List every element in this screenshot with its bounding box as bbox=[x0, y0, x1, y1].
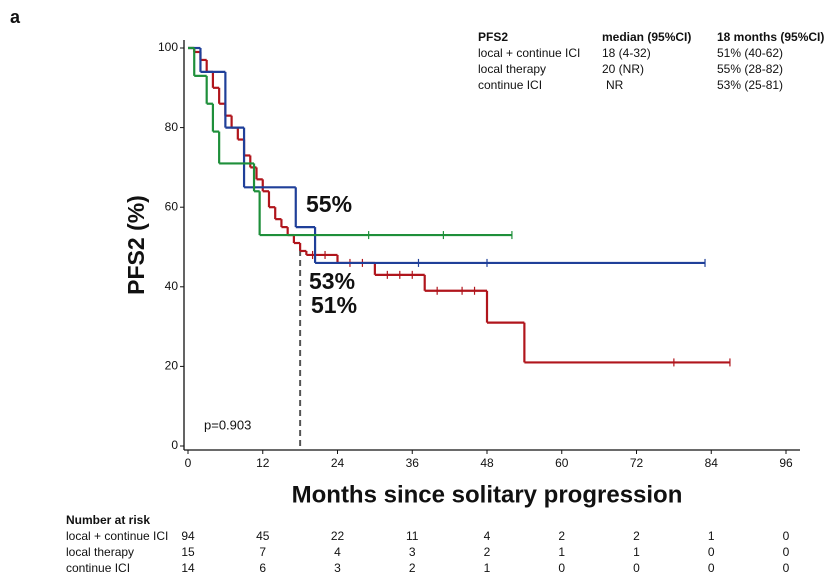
risk-count: 94 bbox=[181, 529, 195, 543]
risk-row-name: local + continue ICI bbox=[66, 529, 168, 543]
risk-table-title: Number at risk bbox=[66, 513, 150, 527]
y-tick-label: 100 bbox=[158, 40, 178, 54]
risk-count: 0 bbox=[783, 561, 790, 575]
risk-count: 1 bbox=[484, 561, 491, 575]
risk-count: 6 bbox=[259, 561, 266, 575]
summary-cell: local therapy bbox=[478, 62, 546, 76]
risk-count: 14 bbox=[181, 561, 195, 575]
x-tick-label: 72 bbox=[630, 456, 644, 470]
risk-count: 0 bbox=[783, 529, 790, 543]
y-tick-label: 80 bbox=[165, 120, 179, 134]
x-tick-label: 60 bbox=[555, 456, 569, 470]
summary-header: 18 months (95%CI) bbox=[717, 30, 824, 44]
risk-count: 11 bbox=[406, 529, 419, 543]
summary-cell: 55% (28-82) bbox=[717, 62, 783, 76]
summary-cell: 18 (4-32) bbox=[602, 46, 651, 60]
summary-cell: 53% (25-81) bbox=[717, 78, 783, 92]
risk-count: 1 bbox=[633, 545, 640, 559]
risk-count: 7 bbox=[259, 545, 266, 559]
risk-count: 3 bbox=[334, 561, 341, 575]
x-tick-label: 12 bbox=[256, 456, 270, 470]
p-value: p=0.903 bbox=[204, 417, 251, 432]
y-axis-label: PFS2 (%) bbox=[123, 195, 149, 295]
panel-label: a bbox=[10, 7, 21, 27]
summary-header: PFS2 bbox=[478, 30, 508, 44]
risk-count: 0 bbox=[708, 545, 715, 559]
annotation: 51% bbox=[311, 292, 357, 318]
risk-count: 1 bbox=[708, 529, 715, 543]
risk-count: 2 bbox=[484, 545, 491, 559]
x-tick-label: 36 bbox=[406, 456, 420, 470]
risk-count: 0 bbox=[783, 545, 790, 559]
annotation: 55% bbox=[306, 191, 352, 217]
risk-count: 0 bbox=[708, 561, 715, 575]
summary-cell: continue ICI bbox=[478, 78, 542, 92]
risk-count: 15 bbox=[181, 545, 195, 559]
risk-count: 45 bbox=[256, 529, 270, 543]
risk-count: 2 bbox=[633, 529, 640, 543]
y-tick-label: 20 bbox=[165, 359, 179, 373]
risk-count: 0 bbox=[558, 561, 565, 575]
x-tick-label: 24 bbox=[331, 456, 345, 470]
x-tick-label: 0 bbox=[185, 456, 192, 470]
risk-count: 22 bbox=[331, 529, 345, 543]
risk-row-name: local therapy bbox=[66, 545, 134, 559]
summary-cell: local + continue ICI bbox=[478, 46, 580, 60]
x-tick-label: 48 bbox=[480, 456, 494, 470]
risk-row-name: continue ICI bbox=[66, 561, 130, 575]
risk-count: 1 bbox=[558, 545, 565, 559]
x-tick-label: 84 bbox=[705, 456, 719, 470]
y-tick-label: 0 bbox=[171, 438, 178, 452]
summary-cell: 51% (40-62) bbox=[717, 46, 783, 60]
risk-count: 0 bbox=[633, 561, 640, 575]
annotation: 53% bbox=[309, 268, 355, 294]
risk-count: 2 bbox=[409, 561, 416, 575]
summary-header: median (95%CI) bbox=[602, 30, 691, 44]
summary-cell: NR bbox=[606, 78, 624, 92]
y-tick-label: 40 bbox=[165, 279, 179, 293]
risk-count: 3 bbox=[409, 545, 416, 559]
risk-count: 4 bbox=[334, 545, 341, 559]
summary-cell: 20 (NR) bbox=[602, 62, 644, 76]
x-axis-label: Months since solitary progression bbox=[292, 481, 683, 508]
y-tick-label: 60 bbox=[165, 199, 179, 213]
risk-count: 4 bbox=[484, 529, 491, 543]
risk-count: 2 bbox=[558, 529, 565, 543]
x-tick-label: 96 bbox=[779, 456, 793, 470]
